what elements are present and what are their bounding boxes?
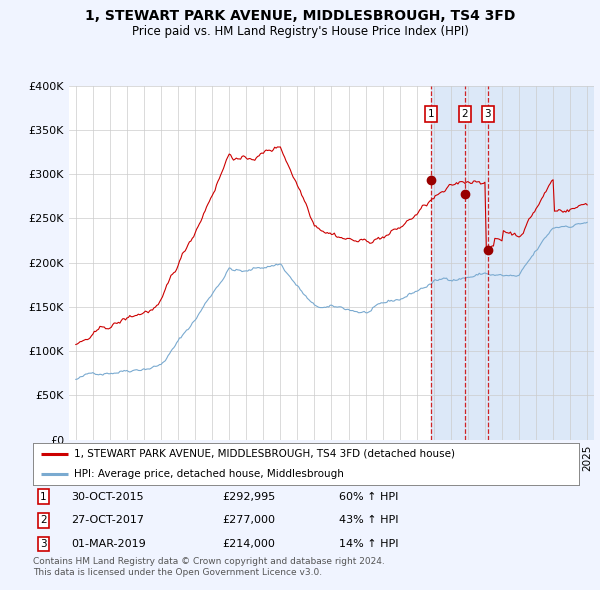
Text: £277,000: £277,000 xyxy=(222,516,275,525)
Text: 01-MAR-2019: 01-MAR-2019 xyxy=(71,539,146,549)
Text: 2: 2 xyxy=(40,516,47,525)
Text: 30-OCT-2015: 30-OCT-2015 xyxy=(71,492,143,502)
Text: Contains HM Land Registry data © Crown copyright and database right 2024.: Contains HM Land Registry data © Crown c… xyxy=(33,558,385,566)
Text: 3: 3 xyxy=(40,539,47,549)
Text: 1, STEWART PARK AVENUE, MIDDLESBROUGH, TS4 3FD (detached house): 1, STEWART PARK AVENUE, MIDDLESBROUGH, T… xyxy=(74,448,455,458)
Text: HPI: Average price, detached house, Middlesbrough: HPI: Average price, detached house, Midd… xyxy=(74,469,344,479)
Text: 3: 3 xyxy=(484,109,491,119)
Text: This data is licensed under the Open Government Licence v3.0.: This data is licensed under the Open Gov… xyxy=(33,568,322,577)
Text: 43% ↑ HPI: 43% ↑ HPI xyxy=(339,516,398,525)
Text: 60% ↑ HPI: 60% ↑ HPI xyxy=(339,492,398,502)
Text: 1, STEWART PARK AVENUE, MIDDLESBROUGH, TS4 3FD: 1, STEWART PARK AVENUE, MIDDLESBROUGH, T… xyxy=(85,9,515,23)
Text: 1: 1 xyxy=(40,492,47,502)
Text: 1: 1 xyxy=(428,109,434,119)
Text: £214,000: £214,000 xyxy=(222,539,275,549)
Bar xyxy=(431,86,596,440)
Text: Price paid vs. HM Land Registry's House Price Index (HPI): Price paid vs. HM Land Registry's House … xyxy=(131,25,469,38)
Text: 2: 2 xyxy=(461,109,468,119)
Text: 27-OCT-2017: 27-OCT-2017 xyxy=(71,516,144,525)
Text: £292,995: £292,995 xyxy=(222,492,275,502)
Text: 14% ↑ HPI: 14% ↑ HPI xyxy=(339,539,398,549)
